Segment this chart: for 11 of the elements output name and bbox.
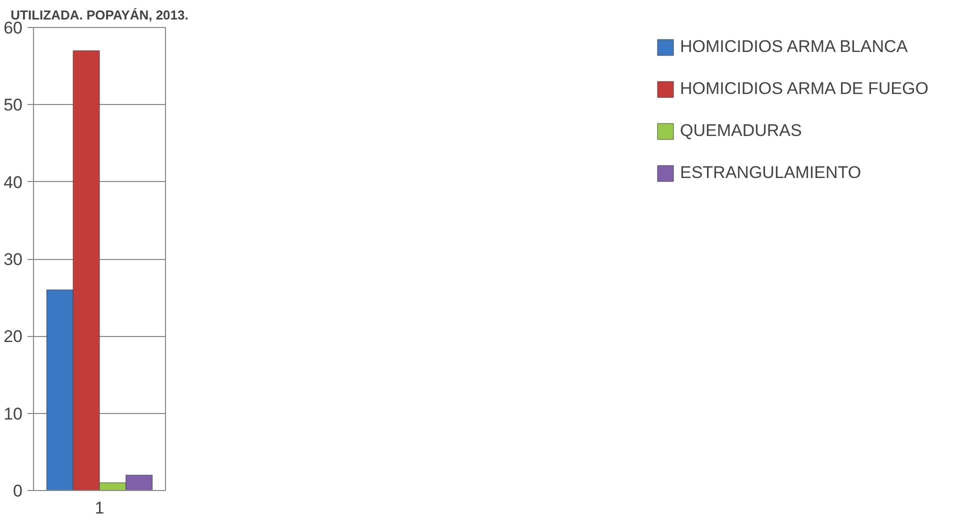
legend-label: QUEMADURAS bbox=[680, 121, 803, 141]
y-tick-label: 40 bbox=[4, 172, 23, 192]
legend-label: HOMICIDIOS ARMA BLANCA bbox=[680, 37, 909, 57]
legend-label: HOMICIDIOS ARMA DE FUEGO bbox=[680, 79, 930, 99]
y-tick-label: 30 bbox=[4, 250, 23, 269]
y-tick-label: 20 bbox=[4, 327, 23, 346]
legend-label: ESTRANGULAMIENTO bbox=[680, 163, 862, 183]
y-tick-label: 10 bbox=[4, 404, 23, 424]
y-tick-label: 50 bbox=[4, 96, 23, 115]
x-tick-label: 1 bbox=[94, 498, 104, 518]
y-tick-label: 0 bbox=[13, 482, 23, 500]
